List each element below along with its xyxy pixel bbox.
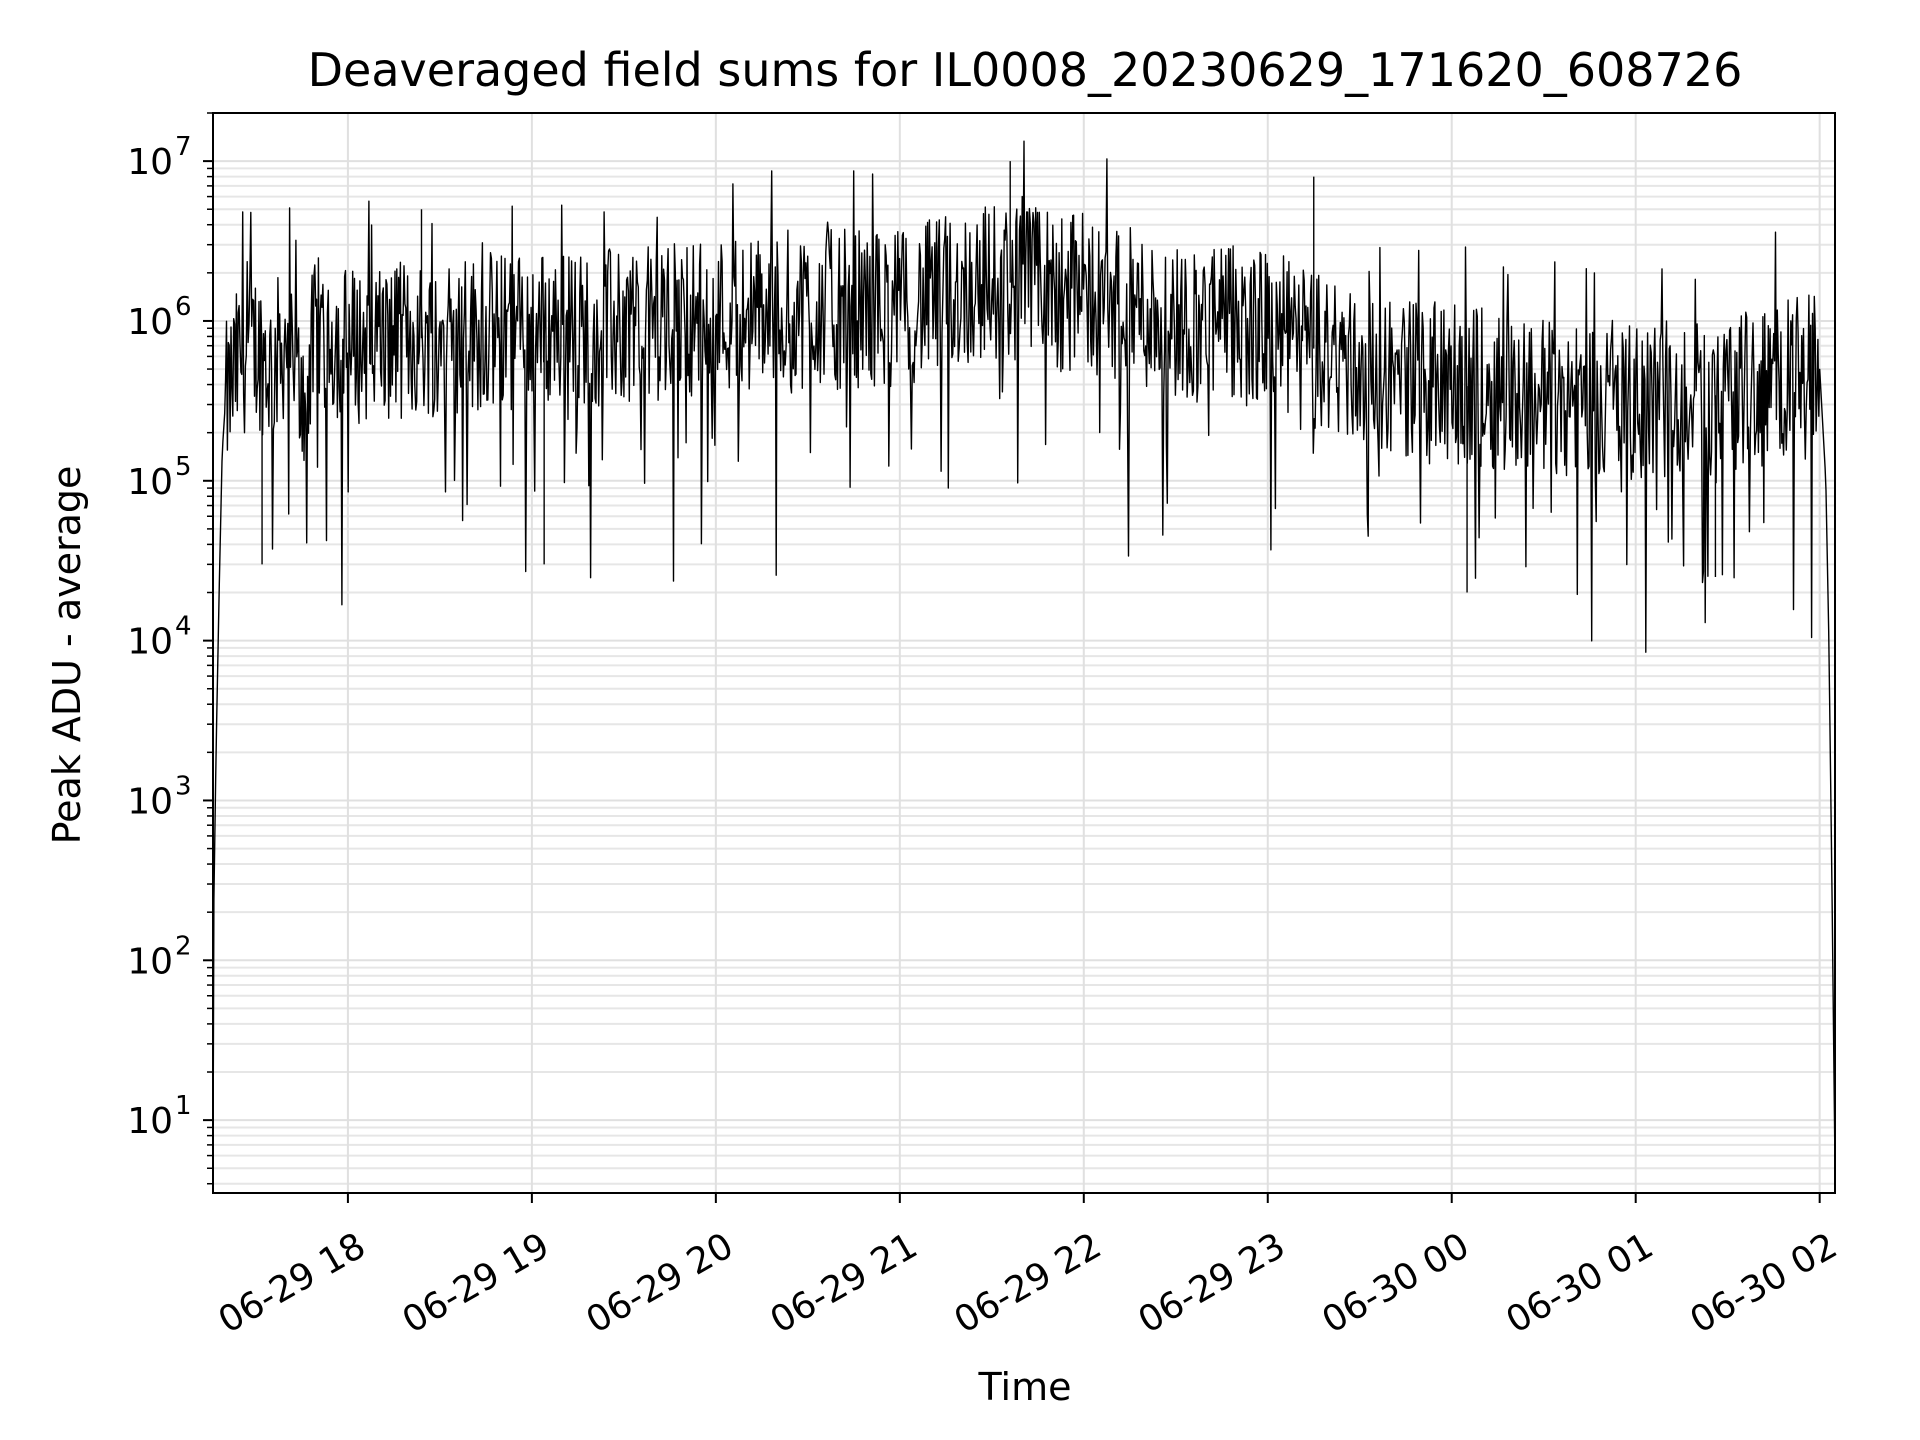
y-tick-label: 10	[127, 781, 173, 822]
y-axis-label: Peak ADU - average	[45, 466, 89, 845]
y-tick-exponent: 7	[175, 132, 192, 162]
chart-title: Deaveraged field sums for IL0008_2023062…	[308, 43, 1743, 97]
y-tick-label: 10	[127, 142, 173, 183]
y-tick-exponent: 2	[175, 931, 192, 961]
y-tick-label: 10	[127, 1101, 173, 1142]
y-tick-label: 10	[127, 462, 173, 503]
plot-frame	[212, 112, 1836, 1194]
y-tick-exponent: 5	[175, 452, 192, 482]
series-layer	[212, 140, 1836, 1169]
y-tick-label: 10	[127, 941, 173, 982]
y-tick-exponent: 3	[175, 771, 192, 801]
y-tick-label: 10	[127, 622, 173, 663]
y-tick-label: 10	[127, 302, 173, 343]
y-tick-exponent: 1	[175, 1091, 192, 1121]
x-axis-label: Time	[978, 1365, 1072, 1409]
series-line	[212, 140, 1836, 1169]
y-tick-exponent: 6	[175, 292, 192, 322]
y-tick-exponent: 4	[175, 612, 192, 642]
